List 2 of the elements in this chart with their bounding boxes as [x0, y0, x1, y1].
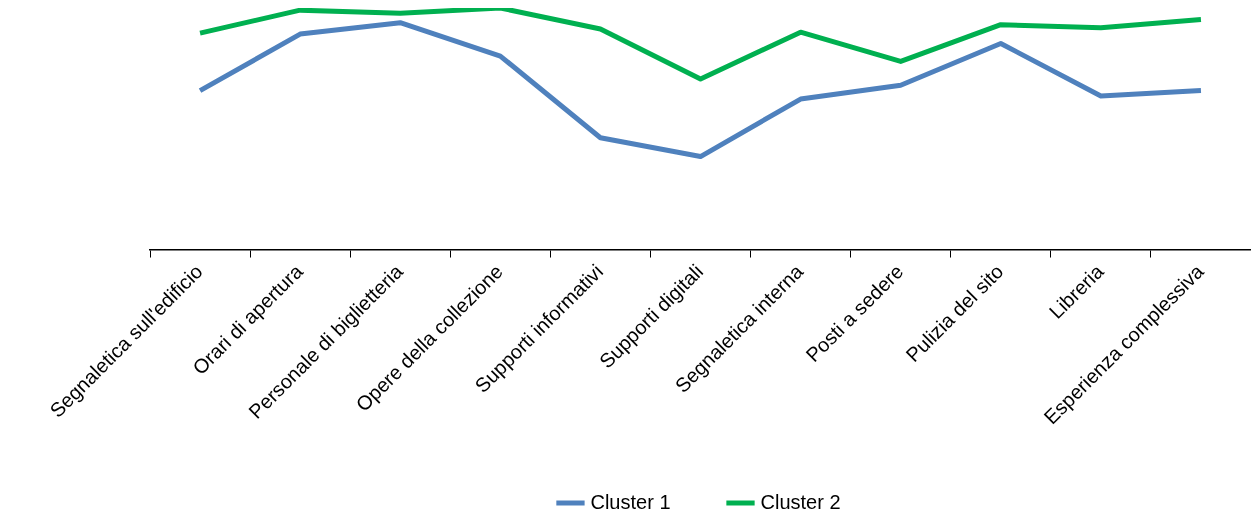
- legend-label: Cluster 2: [760, 490, 841, 513]
- legend-label: Cluster 1: [590, 490, 671, 513]
